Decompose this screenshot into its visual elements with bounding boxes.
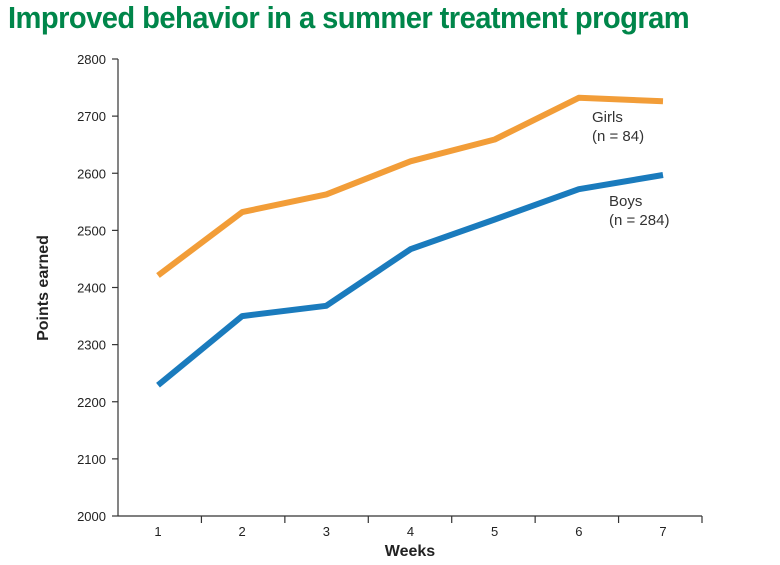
y-tick-label: 2500: [77, 223, 106, 238]
axes: [112, 58, 703, 523]
x-tick-label: 5: [491, 524, 498, 539]
series-line-boys: [156, 172, 664, 388]
x-tick-label: 6: [575, 524, 582, 539]
tick-labels: 2000 2100 2200 2300 2400 2500 2600 2700 2800 1 2 3 4…: [77, 52, 667, 539]
y-tick-label: 2800: [77, 52, 106, 67]
y-tick-label: 2100: [77, 452, 106, 467]
series-labels: Girls (n = 84) Boys (n = 284): [592, 109, 669, 229]
series-count-boys: (n = 284): [609, 212, 669, 229]
y-axis-label: Points earned: [35, 235, 52, 341]
series-lines: [156, 94, 664, 388]
series-count-girls: (n = 84): [592, 128, 644, 145]
y-tick-label: 2200: [77, 395, 106, 410]
y-tick-label: 2700: [77, 109, 106, 124]
x-tick-label: 1: [154, 524, 161, 539]
x-tick-label: 7: [659, 524, 666, 539]
y-tick-label: 2400: [77, 281, 106, 296]
series-line-girls: [156, 94, 664, 278]
series-label-girls: Girls: [592, 109, 623, 126]
x-tick-label: 4: [407, 524, 414, 539]
series-label-boys: Boys: [609, 193, 642, 210]
x-axis-label: Weeks: [385, 543, 436, 560]
x-tick-label: 2: [239, 524, 246, 539]
x-tick-label: 3: [323, 524, 330, 539]
y-tick-label: 2300: [77, 338, 106, 353]
chart-title: Improved behavior in a summer treatment …: [8, 0, 690, 35]
y-tick-label: 2600: [77, 166, 106, 181]
y-tick-label: 2000: [77, 509, 106, 524]
